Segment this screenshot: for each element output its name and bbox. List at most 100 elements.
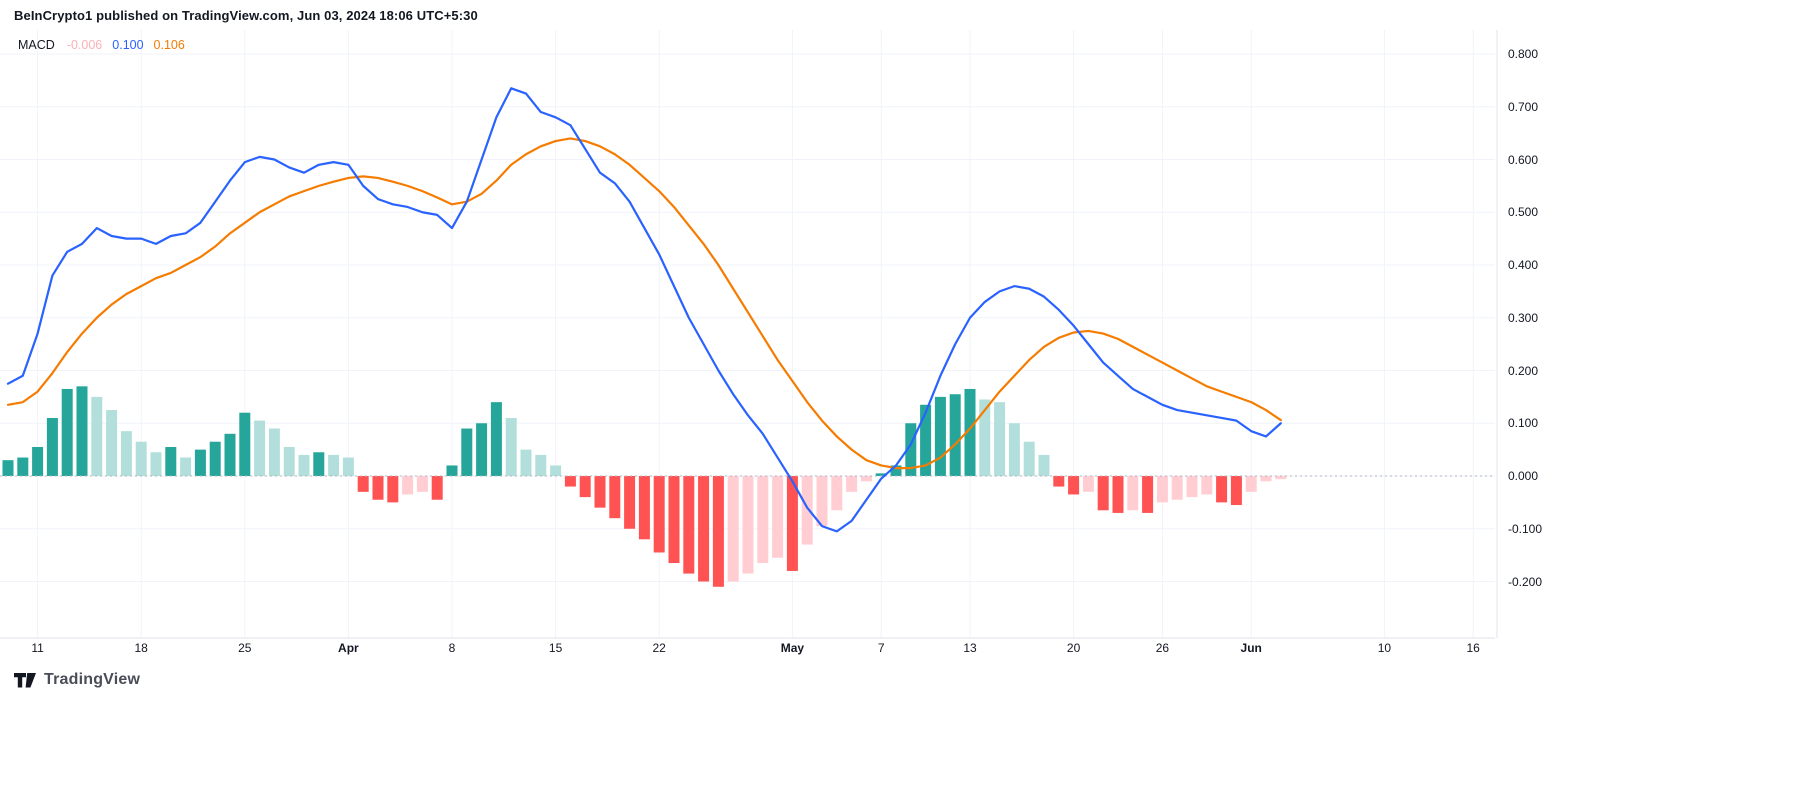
histogram-bar [949, 394, 961, 476]
time-scale-label: 7 [877, 641, 885, 655]
histogram-bar [1156, 476, 1168, 503]
histogram-bar [32, 446, 44, 476]
histogram-bar [757, 476, 769, 564]
histogram-bar [17, 457, 29, 476]
histogram-bar [476, 423, 488, 476]
histogram-bar [979, 399, 991, 476]
histogram-bar [1260, 476, 1272, 482]
histogram-bar [1201, 476, 1213, 495]
tradingview-logo-icon [14, 672, 36, 687]
histogram-bar [520, 449, 532, 476]
indicator-name[interactable]: MACD [18, 38, 55, 52]
histogram-bar [150, 452, 162, 476]
signal-line [6, 137, 1282, 470]
histogram-bar [609, 476, 621, 519]
histogram-bar [653, 476, 665, 553]
histogram-bar [1245, 476, 1257, 492]
histogram-bar [1082, 476, 1094, 492]
histogram-bar [135, 441, 147, 476]
histogram-bar [1216, 476, 1228, 503]
histogram-bar [76, 386, 88, 476]
histogram-bar [1186, 476, 1198, 498]
price-scale-label: -0.200 [1508, 574, 1543, 589]
histogram-bar [727, 476, 739, 582]
histogram-bar [772, 476, 784, 558]
histogram-bar [668, 476, 680, 564]
histogram-bar [1068, 476, 1080, 495]
histogram-bar [402, 476, 414, 495]
histogram-bar [416, 476, 428, 492]
histogram-bar [120, 431, 132, 476]
histogram-bar [298, 454, 310, 476]
histogram-bar [1275, 476, 1287, 480]
histogram-bar [1038, 454, 1050, 476]
price-scale-label: 0.400 [1508, 258, 1539, 272]
histogram-bar [106, 410, 118, 476]
histogram-bar [180, 457, 192, 476]
indicator-value-histogram: -0.006 [66, 38, 103, 52]
indicator-value-signal-line: 0.106 [153, 38, 185, 52]
histogram-bar [2, 460, 14, 476]
price-scale-label: 0.500 [1508, 205, 1539, 220]
price-scale-label: 0.100 [1508, 416, 1539, 431]
attribution-text: BeInCrypto1 published on TradingView.com… [14, 8, 478, 23]
time-scale-label: 13 [963, 641, 977, 655]
time-scale-label: Jun [1240, 641, 1262, 655]
histogram-bar [61, 388, 73, 476]
histogram-bar [1127, 476, 1139, 511]
indicator-legend[interactable]: MACD -0.006 0.100 0.106 [18, 38, 185, 52]
histogram-bar [1008, 423, 1020, 476]
time-scale-label: 11 [31, 641, 44, 655]
histogram-bar [46, 417, 58, 476]
histogram-bar [239, 412, 251, 476]
histogram-bar [786, 476, 798, 571]
histogram-bar [387, 476, 399, 503]
histogram-bar [801, 476, 813, 545]
histogram-bar [742, 476, 754, 574]
histogram-bar [254, 420, 266, 476]
histogram-bar [920, 404, 932, 476]
histogram-bar [846, 476, 858, 492]
histogram-bar [446, 465, 458, 476]
histogram-bar [934, 396, 946, 476]
histogram-bar [964, 388, 976, 476]
histogram-bar [816, 476, 828, 527]
histogram-bar [712, 476, 724, 587]
histogram-bar [1230, 476, 1242, 506]
time-scale-label: Apr [338, 641, 359, 655]
time-scale-label: 22 [652, 641, 666, 655]
histogram-bar [535, 454, 547, 476]
time-scale-label: 18 [134, 641, 148, 655]
histogram-bar [564, 476, 576, 487]
time-scale[interactable]: 11 18 25 Apr 8 15 22 May 7 13 20 26 Jun 10 16 [0, 641, 1500, 661]
histogram-bar [1142, 476, 1154, 513]
histogram-bar [638, 476, 650, 540]
histogram-bar [372, 476, 384, 500]
histogram-bar [165, 446, 177, 476]
histogram-bar [1053, 476, 1065, 487]
histogram-bar [328, 454, 340, 476]
tradingview-branding[interactable]: TradingView [14, 671, 140, 689]
histogram-bar [91, 396, 103, 476]
price-scale-label: 0.000 [1508, 469, 1539, 483]
histogram-bar [890, 465, 902, 476]
price-scale[interactable]: 0.800 0.700 0.600 0.500 0.400 0.300 0.200 0.100… [1502, 0, 1582, 700]
price-scale-label: 0.300 [1508, 310, 1539, 325]
histogram-bar [431, 476, 443, 500]
indicator-value-macd-line: 0.100 [112, 38, 144, 52]
time-scale-label: 8 [448, 641, 456, 655]
histogram-bar [624, 476, 636, 529]
price-scale-label: 0.600 [1508, 152, 1539, 167]
histogram-bar [313, 452, 325, 476]
histogram-bar [1171, 476, 1183, 500]
histogram-bar [1023, 441, 1035, 476]
price-scale-label: -0.100 [1508, 521, 1543, 536]
histogram-bar [683, 476, 695, 574]
histogram-bar [490, 402, 502, 476]
histogram-bar [505, 417, 517, 476]
price-scale-label: 0.800 [1508, 47, 1539, 61]
histogram-bar [357, 476, 369, 492]
histogram-bar [994, 402, 1006, 476]
